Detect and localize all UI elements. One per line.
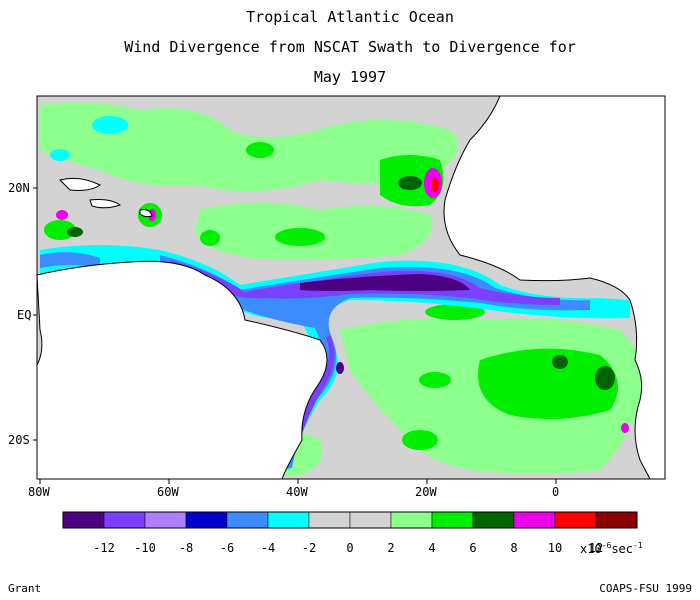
map-date: May 1997: [313, 68, 387, 86]
colorbar-tick-label: -10: [134, 541, 156, 555]
lon-label-0: 0: [552, 485, 559, 499]
colorbar-swatch: [595, 511, 638, 529]
colorbar-tick-label: 2: [387, 541, 395, 555]
colorbar-swatch: [349, 511, 392, 529]
colorbar-swatch: [513, 511, 556, 529]
caribbean-island-3: [139, 209, 153, 218]
colorbar-tick-label: -8: [178, 541, 194, 555]
footer-author: Grant: [8, 582, 42, 595]
africa: [443, 96, 665, 479]
colorbar-swatch: [472, 511, 515, 529]
colorbar-swatch: [554, 511, 597, 529]
divergence-dark-green: [67, 176, 615, 390]
colorbar-tick-label: -6: [219, 541, 235, 555]
colorbar-swatch: [103, 511, 146, 529]
lat-label-eq: EQ: [17, 308, 31, 322]
lat-label-20s: 20S: [8, 433, 30, 447]
colorbar-swatch: [62, 511, 105, 529]
colorbar: [62, 511, 638, 529]
axis-ticks: [33, 187, 557, 484]
colorbar-swatch: [308, 511, 351, 529]
lon-label-80w: 80W: [28, 485, 50, 499]
colorbar-tick-label: 10: [547, 541, 563, 555]
convergence-indigo: [300, 274, 470, 374]
colorbar-tick-label: -4: [260, 541, 276, 555]
colorbar-tick-label: -12: [93, 541, 115, 555]
map-title: Tropical Atlantic Ocean: [246, 8, 454, 26]
caribbean-island-2: [89, 199, 122, 209]
footer-credit: COAPS-FSU 1999: [599, 582, 692, 595]
map-area: [37, 96, 665, 479]
map-frame: [36, 95, 666, 480]
colorbar-tick-label: -2: [301, 541, 317, 555]
colorbar-swatch: [226, 511, 269, 529]
colorbar-tick-label: 8: [510, 541, 518, 555]
lon-label-60w: 60W: [157, 485, 179, 499]
colorbar-tick-label: 12: [588, 541, 604, 555]
colorbar-swatch: [431, 511, 474, 529]
colorbar-swatch: [185, 511, 228, 529]
colorbar-tick-label: 6: [469, 541, 477, 555]
convergence-blue: [40, 252, 590, 468]
lat-label-20n: 20N: [8, 181, 30, 195]
colorbar-swatch: [267, 511, 310, 529]
land: [37, 96, 665, 479]
caribbean-island-1: [59, 177, 101, 191]
colorbar-frame: [62, 511, 638, 529]
colorbar-tick-label: 0: [346, 541, 354, 555]
colorbar-swatch: [144, 511, 187, 529]
colorbar-tick-label: 4: [428, 541, 436, 555]
colorbar-unit: x10-6sec-1: [580, 541, 643, 556]
colorbar-swatch: [390, 511, 433, 529]
lon-label-40w: 40W: [286, 485, 308, 499]
map-subtitle: Wind Divergence from NSCAT Swath to Dive…: [124, 38, 576, 56]
south-america: [37, 260, 328, 479]
lon-label-20w: 20W: [415, 485, 437, 499]
